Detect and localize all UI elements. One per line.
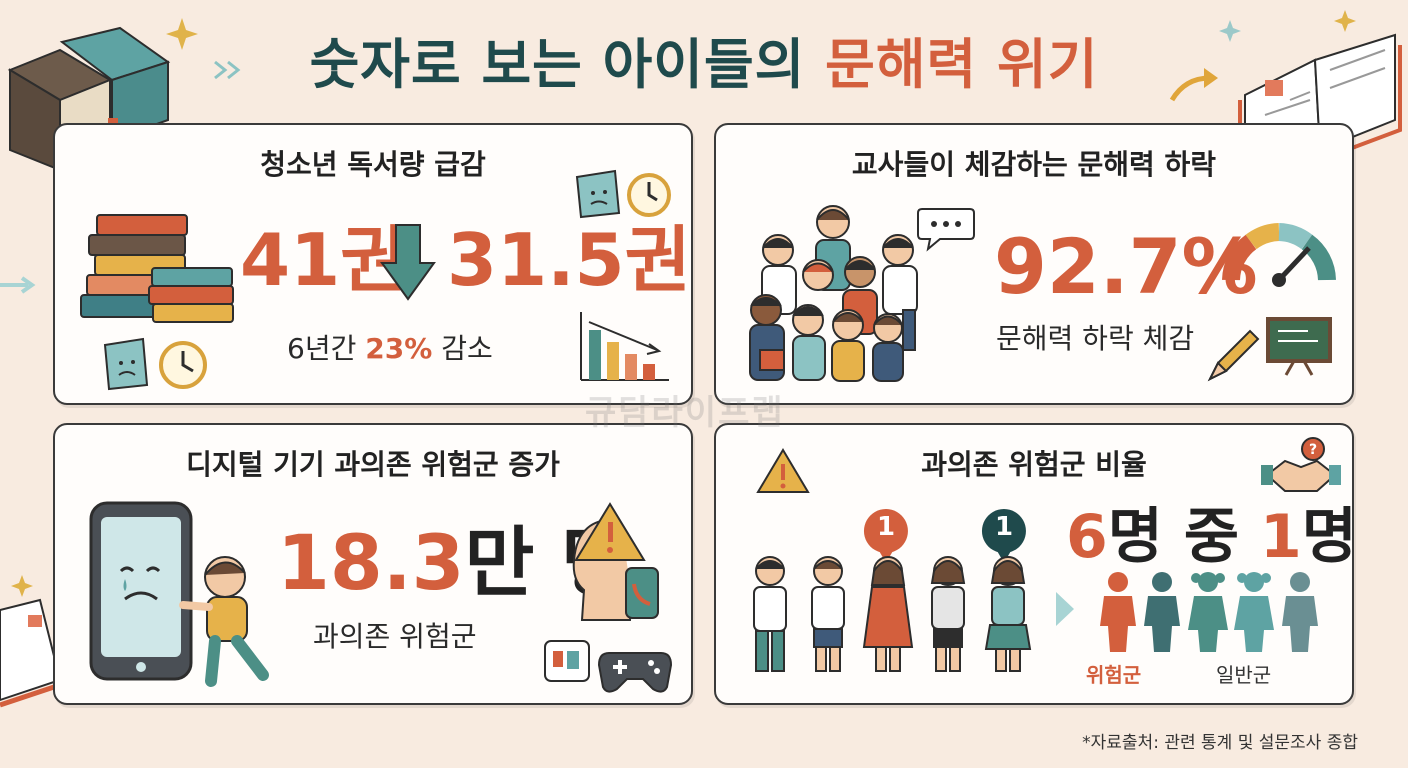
children-row-icon xyxy=(753,556,1032,672)
ratio-text: 6명 중 1명 xyxy=(1066,503,1357,571)
ratio-card-title: 과의존 위험군 비율 xyxy=(921,448,1147,481)
ratio-card: 과의존 위험군 비율 ? 1 1 xyxy=(714,423,1357,705)
svg-text:?: ? xyxy=(1309,442,1317,458)
source-note: *자료출처: 관련 통계 및 설문조사 종합 xyxy=(1082,733,1358,753)
badge-risk-number: 1 xyxy=(876,512,896,542)
crying-phone-child-icon xyxy=(89,501,269,687)
dislike-and-gamepad-icon xyxy=(544,640,673,693)
reading-note-percent: 23% xyxy=(365,332,433,365)
sad-book-clock-top-icon xyxy=(575,169,671,219)
reading-note-prefix: 6년간 xyxy=(287,332,357,365)
teachers-card: 교사들이 체감하는 문해력 하락 xyxy=(714,123,1354,405)
book-stack-icon xyxy=(80,214,234,323)
handshake-question-icon: ? xyxy=(1261,437,1341,492)
down-arrow-icon xyxy=(380,224,436,301)
title-main: 숫자로 보는 아이들의 xyxy=(309,33,806,96)
sparkle-icons xyxy=(11,10,1356,597)
badge-risk-icon xyxy=(863,509,908,563)
reading-card-title: 청소년 독서량 급감 xyxy=(260,148,486,181)
title-accent: 문해력 위기 xyxy=(825,33,1099,96)
gauge-icon xyxy=(1222,223,1336,287)
digital-caption: 과의존 위험군 xyxy=(313,620,477,653)
reading-card: 청소년 독서량 급감 41권 31 xyxy=(53,123,693,405)
teachers-children-group-icon xyxy=(749,205,918,382)
teachers-card-title: 교사들이 체감하는 문해력 하락 xyxy=(851,148,1217,181)
badge-teal-icon xyxy=(981,509,1026,563)
digital-card: 디지털 기기 과의존 위험군 증가 18.3만 명 과의존 위험군 xyxy=(53,423,693,705)
teachers-caption: 문해력 하락 체감 xyxy=(996,322,1195,355)
sad-book-and-clock-icon xyxy=(103,337,207,391)
reading-note-suffix: 감소 xyxy=(441,332,493,365)
legend-normal: 일반군 xyxy=(1216,663,1272,687)
digital-number: 18.3 xyxy=(277,518,465,607)
badge-teal-number: 1 xyxy=(994,512,1014,542)
reading-after-value: 31.5권 xyxy=(447,218,691,302)
ratio-six: 6 xyxy=(1066,502,1108,572)
digital-card-title: 디지털 기기 과의존 위험군 증가 xyxy=(186,448,560,481)
open-book-left-icon xyxy=(0,598,62,708)
head-phone-warning-icon xyxy=(572,502,659,621)
watermark: 규담라이프랩 xyxy=(585,393,785,433)
chevron-right-icon xyxy=(1056,592,1074,626)
reading-note: 6년간 23% 감소 xyxy=(287,327,493,367)
ratio-end: 명 xyxy=(1301,502,1357,572)
reading-before-value: 41권 xyxy=(240,218,407,302)
teachers-percent: 92.7% xyxy=(994,222,1258,311)
warning-icon xyxy=(756,448,810,493)
ratio-mid: 명 중 xyxy=(1107,502,1240,572)
pencil-and-chalkboard-icon xyxy=(1207,317,1332,382)
page-title: 숫자로 보는 아이들의 문해력 위기 xyxy=(0,20,1408,99)
legend-risk: 위험군 xyxy=(1086,663,1142,687)
ratio-one: 1 xyxy=(1259,502,1302,572)
declining-bar-chart-icon xyxy=(580,312,669,381)
digital-value: 18.3만 명 xyxy=(277,521,631,605)
silhouette-figures-icon xyxy=(1100,572,1318,652)
speech-bubble-icon xyxy=(917,208,975,252)
